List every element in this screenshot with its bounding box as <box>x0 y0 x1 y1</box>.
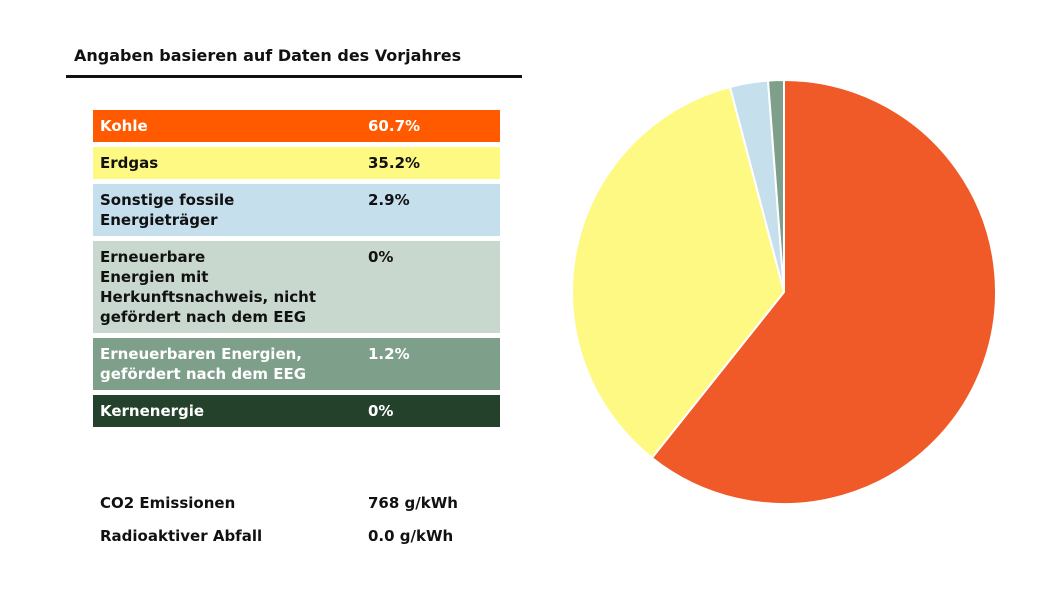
stat-value: 768 g/kWh <box>368 494 458 512</box>
legend-label-line: gefördert nach dem EEG <box>100 365 307 383</box>
legend-label-line: Energien mit <box>100 268 209 286</box>
legend-row: Kohle 60.7% <box>93 110 500 142</box>
legend-value: 0% <box>368 402 394 420</box>
stat-row: CO2 Emissionen 768 g/kWh <box>100 491 458 524</box>
legend-label-line: Erneuerbare <box>100 248 206 266</box>
legend-value: 35.2% <box>368 154 421 172</box>
legend-label-line: Sonstige fossile <box>100 191 235 209</box>
legend-label: Erdgas <box>100 153 368 173</box>
legend-label-line: Erneuerbaren Energien, <box>100 345 303 363</box>
legend-label: Sonstige fossile Energieträger <box>100 190 368 230</box>
stat-row: Radioaktiver Abfall 0.0 g/kWh <box>100 524 458 557</box>
legend-label-line: Erdgas <box>100 154 159 172</box>
legend-value: 2.9% <box>368 191 410 209</box>
legend-label: Kohle <box>100 116 368 136</box>
legend-label-line: Energieträger <box>100 211 218 229</box>
title-divider <box>66 75 522 78</box>
legend-row: Kernenergie 0% <box>93 395 500 427</box>
stat-label: Radioaktiver Abfall <box>100 527 263 545</box>
emission-stats: CO2 Emissionen 768 g/kWh Radioaktiver Abfa… <box>100 491 458 557</box>
legend-row: Erneuerbaren Energien, gefördert nach dem… <box>93 338 500 390</box>
legend-value: 60.7% <box>368 117 421 135</box>
pie-slice <box>766 80 785 293</box>
stat-value: 0.0 g/kWh <box>368 527 454 545</box>
legend-label: Erneuerbare Energien mit Herkunftsnachweis… <box>100 247 368 327</box>
legend-row: Erneuerbare Energien mit Herkunftsnachweis… <box>93 241 500 333</box>
page-title: Angaben basieren auf Daten des Vorjahres <box>74 46 462 65</box>
pie-chart <box>572 80 996 504</box>
pie-slice <box>650 80 996 504</box>
legend-value: 1.2% <box>368 345 410 363</box>
legend-table: Kohle 60.7% Erdgas 35.2% Sonstige fossile Ene… <box>93 110 500 432</box>
legend-label-line: Kohle <box>100 117 148 135</box>
legend-row: Erdgas 35.2% <box>93 147 500 179</box>
legend-row: Sonstige fossile Energieträger 2.9% <box>93 184 500 236</box>
stat-label: CO2 Emissionen <box>100 494 236 512</box>
legend-label: Erneuerbaren Energien, gefördert nach dem… <box>100 344 368 384</box>
legend-label: Kernenergie <box>100 401 368 421</box>
legend-label-line: Herkunftsnachweis, nicht <box>100 288 317 306</box>
legend-label-line: gefördert nach dem EEG <box>100 308 307 326</box>
legend-label-line: Kernenergie <box>100 402 205 420</box>
legend-value: 0% <box>368 248 394 266</box>
pie-slice <box>572 85 786 460</box>
